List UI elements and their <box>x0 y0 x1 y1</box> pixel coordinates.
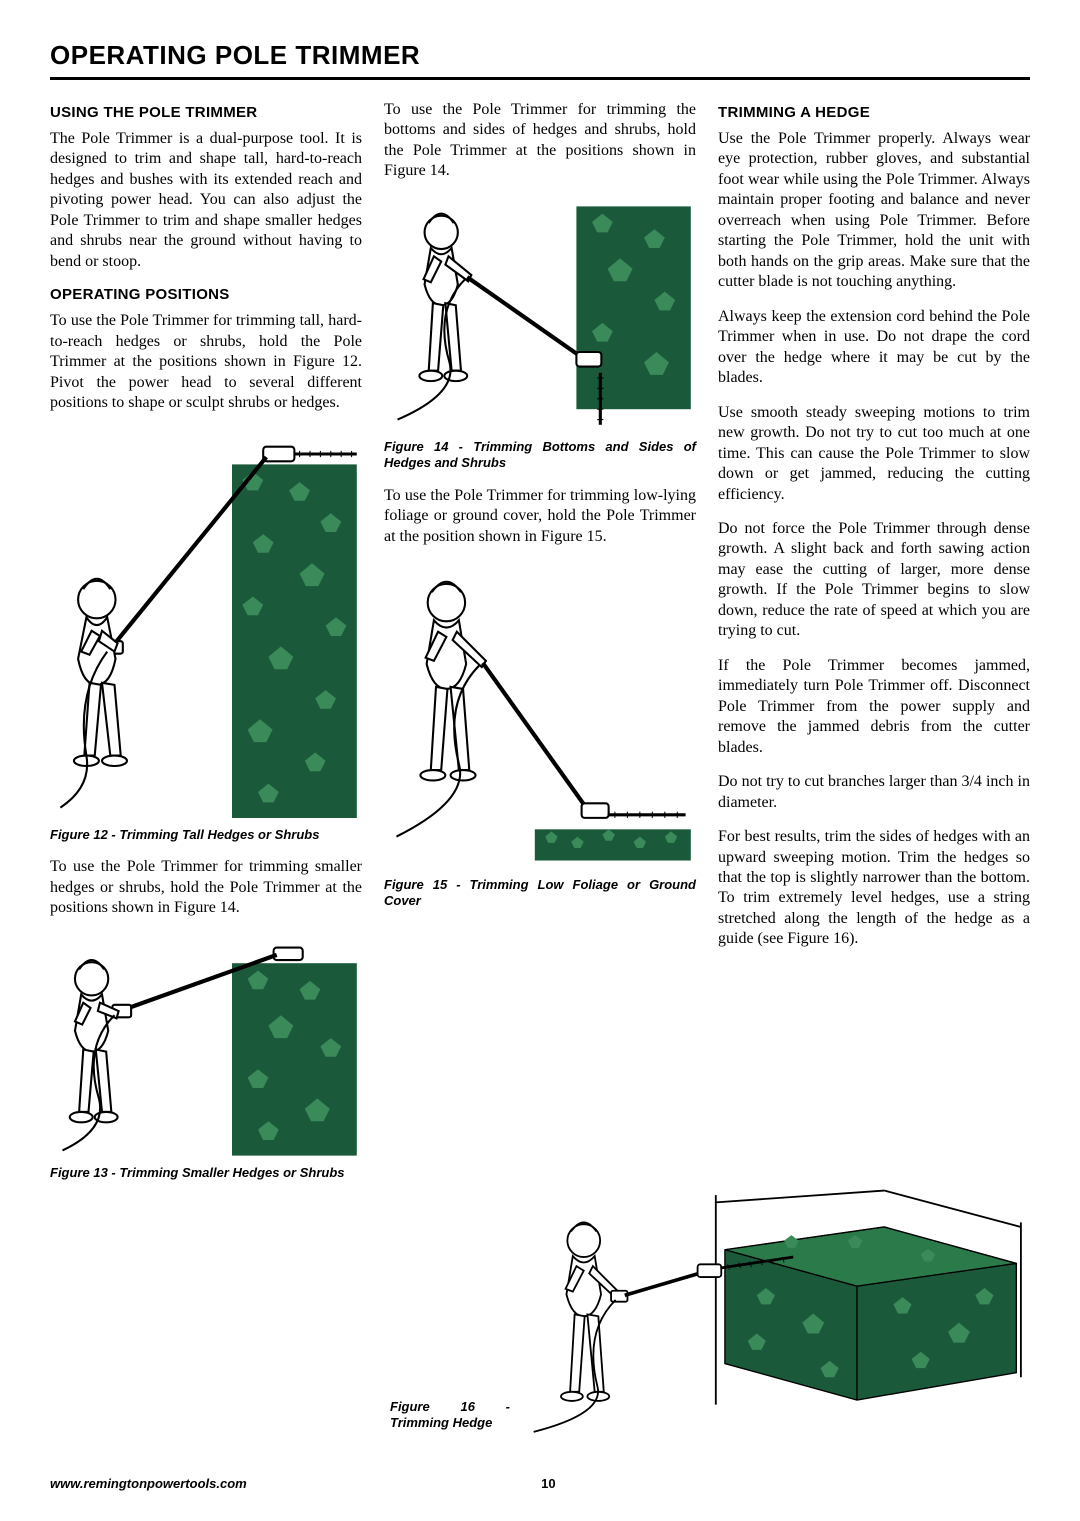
operating-positions-heading: OPERATING POSITIONS <box>50 286 362 303</box>
trimming-p5: If the Pole Trimmer becomes jammed, imme… <box>718 656 1030 758</box>
trimming-p4: Do not force the Pole Trimmer through de… <box>718 519 1030 642</box>
figure-16-caption: Figure 16 - Trimming Hedge <box>390 1399 510 1432</box>
intro-paragraph: The Pole Trimmer is a dual-purpose tool.… <box>50 129 362 272</box>
using-pole-trimmer-heading: USING THE POLE TRIMMER <box>50 104 362 121</box>
figure-14 <box>384 196 696 435</box>
figure-13 <box>50 932 362 1161</box>
page-title: OPERATING POLE TRIMMER <box>50 40 1030 80</box>
footer-url: www.remingtonpowertools.com <box>50 1476 247 1491</box>
bottoms-sides-paragraph: To use the Pole Trimmer for trimming the… <box>384 100 696 182</box>
figure-15-caption: Figure 15 - Trimming Low Foliage or Grou… <box>384 877 696 910</box>
footer-page-number: 10 <box>247 1476 850 1491</box>
trimming-p3: Use smooth steady sweeping motions to tr… <box>718 403 1030 505</box>
trimming-p1: Use the Pole Trimmer properly. Always we… <box>718 129 1030 293</box>
figure-15 <box>384 561 696 873</box>
figure-16 <box>520 1186 1030 1441</box>
column-2: To use the Pole Trimmer for trimming the… <box>384 100 696 1196</box>
trimming-p2: Always keep the extension cord behind th… <box>718 307 1030 389</box>
page-footer: www.remingtonpowertools.com 10 <box>50 1476 1030 1491</box>
trimming-hedge-heading: TRIMMING A HEDGE <box>718 104 1030 121</box>
trimming-p7: For best results, trim the sides of hedg… <box>718 827 1030 950</box>
column-1: USING THE POLE TRIMMER The Pole Trimmer … <box>50 100 362 1196</box>
column-3: TRIMMING A HEDGE Use the Pole Trimmer pr… <box>718 100 1030 1196</box>
figure-14-caption: Figure 14 - Trimming Bottoms and Sides o… <box>384 439 696 472</box>
figure-13-caption: Figure 13 - Trimming Smaller Hedges or S… <box>50 1165 362 1181</box>
smaller-hedges-paragraph: To use the Pole Trimmer for trimming sma… <box>50 857 362 918</box>
figure-12-caption: Figure 12 - Trimming Tall Hedges or Shru… <box>50 827 362 843</box>
trimming-p6: Do not try to cut branches larger than 3… <box>718 772 1030 813</box>
figure-12 <box>50 428 362 823</box>
three-column-layout: USING THE POLE TRIMMER The Pole Trimmer … <box>50 100 1030 1196</box>
figure-16-row: Figure 16 - Trimming Hedge <box>50 1186 1030 1446</box>
low-foliage-paragraph: To use the Pole Trimmer for trimming low… <box>384 486 696 547</box>
operating-positions-paragraph: To use the Pole Trimmer for trimming tal… <box>50 311 362 413</box>
